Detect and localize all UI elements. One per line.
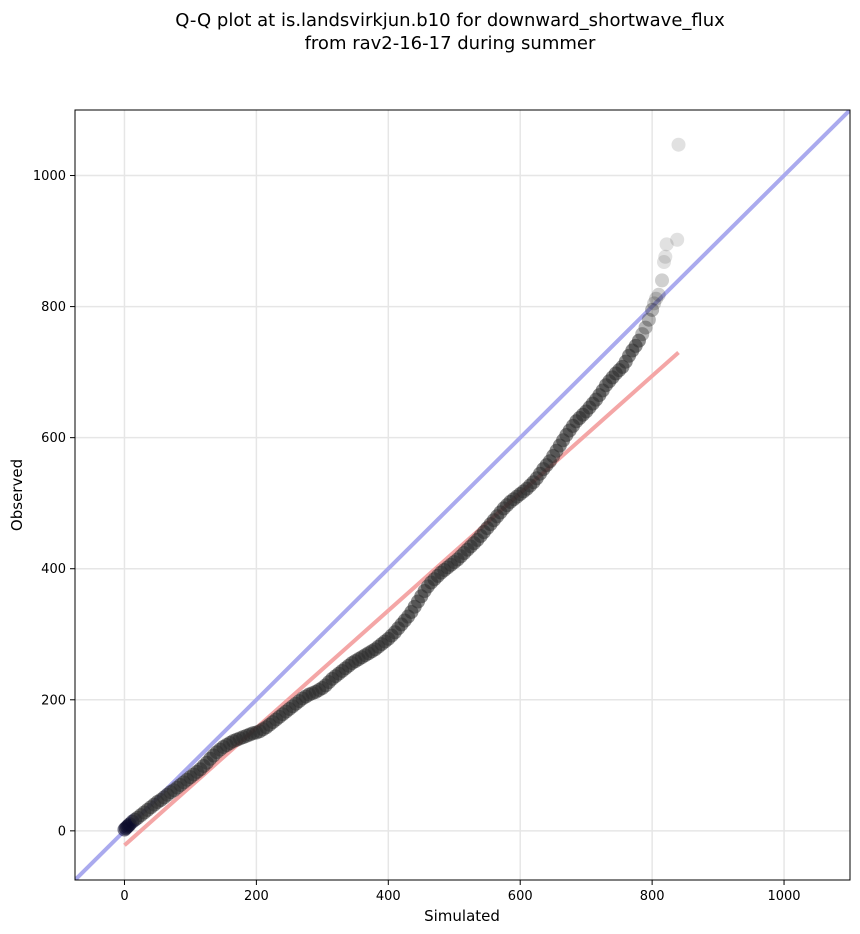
chart-title-line: from rav2-16-17 during summer: [305, 33, 596, 54]
data-point: [671, 137, 686, 152]
x-axis-ticks: 0 200 400 600 800 1000: [120, 880, 801, 904]
y-tick-label: 800: [41, 300, 66, 315]
y-axis-ticks: 0 200 400 600 800 1000: [33, 169, 75, 839]
chart-title: Q-Q plot at is.landsvirkjun.b10 for down…: [175, 10, 725, 54]
y-axis-label: Observed: [8, 459, 26, 531]
x-tick-label: 400: [376, 889, 401, 904]
x-axis-label: Simulated: [424, 907, 500, 925]
x-tick-label: 600: [508, 889, 533, 904]
data-point: [638, 320, 653, 335]
data-point: [658, 249, 673, 264]
data-point: [641, 312, 656, 327]
data-point: [645, 302, 660, 317]
data-point: [655, 273, 670, 288]
data-points: [117, 137, 686, 837]
x-tick-label: 200: [244, 889, 269, 904]
identity-line: [75, 110, 850, 880]
x-tick-label: 1000: [767, 889, 800, 904]
grid: [75, 110, 850, 880]
fit-line: [123, 350, 680, 847]
plot-frame: [74, 109, 851, 881]
data-point: [635, 327, 650, 342]
y-tick-label: 400: [41, 562, 66, 577]
reference-lines: [75, 110, 850, 880]
chart-title-line: Q-Q plot at is.landsvirkjun.b10 for down…: [175, 10, 725, 31]
data-point: [670, 232, 685, 247]
y-tick-label: 0: [58, 824, 66, 839]
data-point: [631, 333, 646, 348]
data-point: [647, 296, 662, 311]
data-point: [651, 287, 666, 302]
data-point: [649, 291, 664, 306]
data-point: [657, 255, 671, 270]
x-tick-label: 800: [640, 889, 665, 904]
y-tick-label: 200: [41, 693, 66, 708]
y-tick-label: 1000: [33, 169, 66, 184]
y-tick-label: 600: [41, 431, 66, 446]
data-point: [659, 237, 674, 252]
x-tick-label: 0: [120, 889, 128, 904]
